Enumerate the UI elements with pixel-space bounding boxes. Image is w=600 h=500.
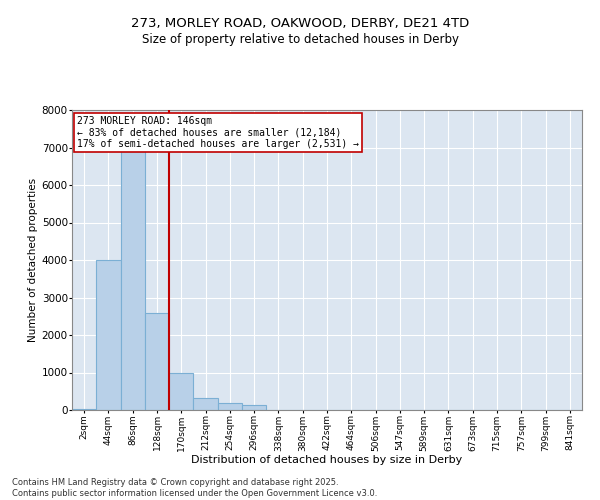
Bar (193, 398, 218, 410)
Bar (96, 260, 121, 410)
Text: Size of property relative to detached houses in Derby: Size of property relative to detached ho… (142, 32, 458, 46)
Bar (169, 372, 193, 410)
Bar (145, 312, 169, 410)
Bar (72, 409, 96, 410)
Bar (121, 138, 145, 410)
Text: Contains HM Land Registry data © Crown copyright and database right 2025.
Contai: Contains HM Land Registry data © Crown c… (12, 478, 377, 498)
X-axis label: Distribution of detached houses by size in Derby: Distribution of detached houses by size … (191, 454, 463, 464)
Bar (242, 405, 266, 410)
Text: 273, MORLEY ROAD, OAKWOOD, DERBY, DE21 4TD: 273, MORLEY ROAD, OAKWOOD, DERBY, DE21 4… (131, 18, 469, 30)
Bar (218, 402, 242, 410)
Y-axis label: Number of detached properties: Number of detached properties (28, 178, 38, 342)
Text: 273 MORLEY ROAD: 146sqm
← 83% of detached houses are smaller (12,184)
17% of sem: 273 MORLEY ROAD: 146sqm ← 83% of detache… (77, 116, 359, 149)
